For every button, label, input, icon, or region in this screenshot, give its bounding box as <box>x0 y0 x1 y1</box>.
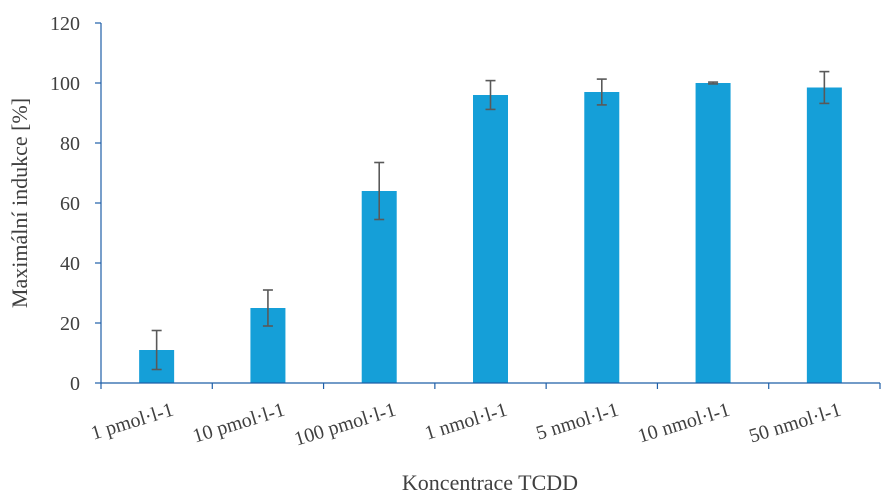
y-tick-label: 40 <box>60 253 80 275</box>
y-tick-label: 20 <box>60 313 80 335</box>
x-tick-label: 1 pmol·l-1 <box>88 399 176 445</box>
x-tick-label: 10 nmol·l-1 <box>635 399 732 448</box>
y-tick-label: 60 <box>60 193 80 215</box>
bar-5 <box>584 92 620 383</box>
bar-4 <box>473 95 508 383</box>
bar-6 <box>695 83 731 383</box>
error-bars-group <box>151 70 830 371</box>
x-axis-title: Koncentrace TCDD <box>402 470 578 495</box>
y-ticks-group: 0 20 40 60 80 100 120 <box>50 13 881 395</box>
x-tick-label: 50 nmol·l-1 <box>747 399 844 448</box>
y-axis-title: Maximální indukce [%] <box>7 98 32 308</box>
y-tick-label: 80 <box>60 133 80 155</box>
bars-group <box>139 83 842 383</box>
x-tick-label: 5 nmol·l-1 <box>534 399 622 445</box>
y-tick-label: 120 <box>50 13 80 35</box>
y-tick-label: 0 <box>70 373 80 395</box>
x-tick-label: 10 pmol·l-1 <box>190 399 287 448</box>
x-tick-label: 100 pmol·l-1 <box>292 399 399 451</box>
y-tick-label: 100 <box>50 73 80 95</box>
error-bar-7 <box>819 70 830 105</box>
bar-3 <box>361 191 397 383</box>
error-bar-2 <box>262 289 273 327</box>
error-bar-1 <box>151 329 162 371</box>
error-bar-5 <box>596 78 607 106</box>
error-bar-6 <box>708 81 719 85</box>
error-bar-4 <box>485 79 496 111</box>
x-tick-label: 1 nmol·l-1 <box>422 399 510 445</box>
error-bar-3 <box>374 161 385 221</box>
bar-7 <box>806 87 842 383</box>
x-tick-labels-group: 1 pmol·l-1 10 pmol·l-1 100 pmol·l-1 1 nmol·… <box>88 399 843 451</box>
